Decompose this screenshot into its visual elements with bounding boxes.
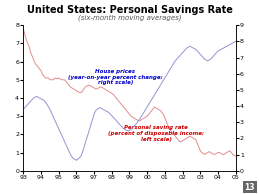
Text: United States: Personal Savings Rate: United States: Personal Savings Rate [27, 5, 232, 15]
Text: 13: 13 [244, 183, 255, 192]
Text: Personal saving rate
(percent of disposable income;
left scale): Personal saving rate (percent of disposa… [108, 125, 204, 142]
Text: (six-month moving averages): (six-month moving averages) [78, 15, 181, 21]
Text: House prices
(year-on-year percent change;
right scale): House prices (year-on-year percent chang… [68, 69, 163, 86]
